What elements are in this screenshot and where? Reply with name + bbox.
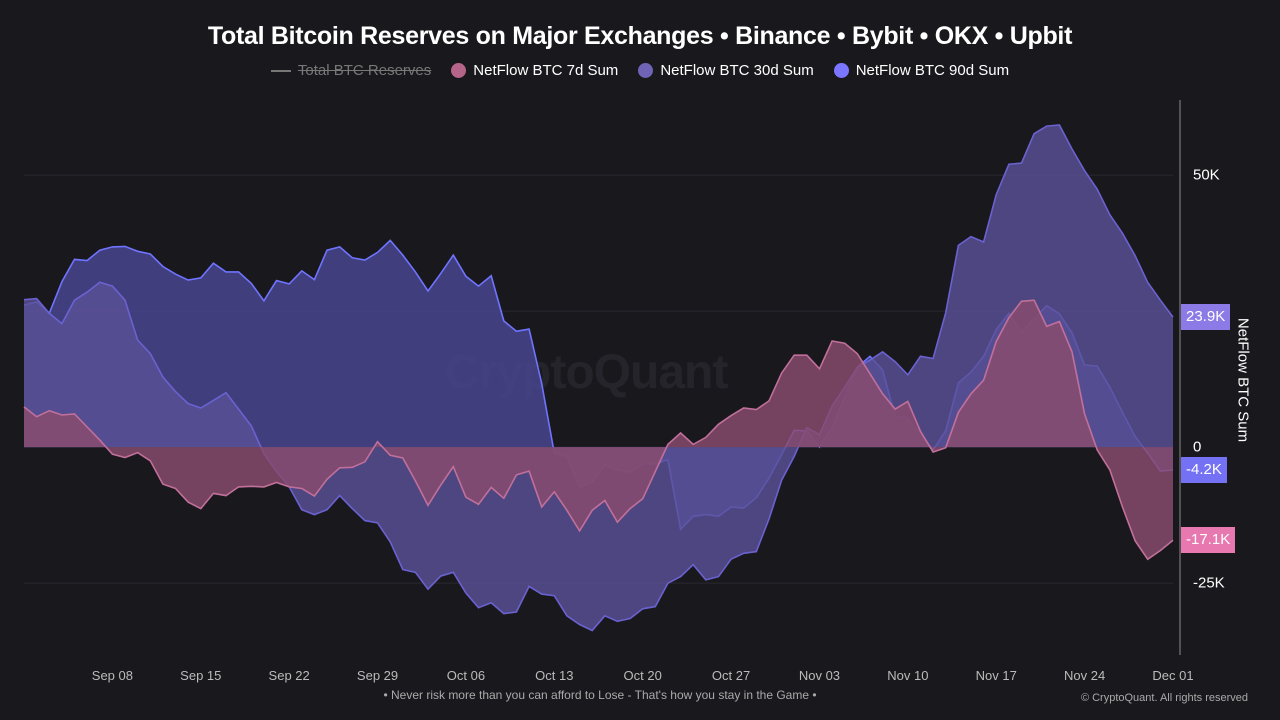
x-tick-label: Sep 08 <box>91 668 133 683</box>
legend-label: Total BTC Reserves <box>297 62 432 79</box>
x-tick-label: Oct 27 <box>711 668 751 683</box>
legend: Total BTC Reserves NetFlow BTC 7d Sum Ne… <box>0 62 1280 79</box>
legend-item-total-btc-reserves[interactable]: Total BTC Reserves <box>270 62 432 79</box>
x-tick-label: Sep 15 <box>180 668 222 683</box>
last-value-badge: 23.9K <box>1181 304 1231 331</box>
x-tick-label: Nov 03 <box>798 668 841 683</box>
last-value-badge: -17.1K <box>1181 527 1236 554</box>
legend-label: NetFlow BTC 90d Sum <box>855 62 1010 79</box>
x-tick-label: Oct 06 <box>446 668 486 683</box>
legend-item-netflow-90d[interactable]: NetFlow BTC 90d Sum <box>833 62 1010 79</box>
copyright: © CryptoQuant. All rights reserved <box>1080 692 1248 704</box>
last-value-badge: -4.2K <box>1181 457 1227 483</box>
y-axis-title: NetFlow BTC Sum <box>1234 317 1252 443</box>
x-tick-label: Sep 22 <box>268 668 310 683</box>
line-swatch-icon <box>270 69 291 72</box>
legend-item-netflow-30d[interactable]: NetFlow BTC 30d Sum <box>638 62 814 79</box>
netflow-btc-7d-sum-area <box>24 300 1173 560</box>
y-tick-label: 50K <box>1193 166 1220 184</box>
x-tick-label: Nov 24 <box>1064 668 1106 683</box>
chart-title: Total Bitcoin Reserves on Major Exchange… <box>207 22 1073 50</box>
x-tick-label: Dec 01 <box>1152 668 1194 683</box>
footer-disclaimer: • Never risk more than you can afford to… <box>383 688 817 702</box>
legend-item-netflow-7d[interactable]: NetFlow BTC 7d Sum <box>451 62 618 79</box>
x-tick-label: Nov 17 <box>975 668 1017 683</box>
netflow-btc-30d-sum-line <box>23 124 1174 632</box>
netflow-btc-90d-sum-area <box>24 240 1173 530</box>
x-tick-label: Nov 10 <box>887 668 929 683</box>
circle-swatch-icon <box>833 63 849 78</box>
y-tick-label: -25K <box>1193 574 1225 592</box>
x-tick-label: Sep 29 <box>356 668 399 683</box>
netflow-btc-7d-sum-line <box>23 299 1174 561</box>
circle-swatch-icon <box>638 63 654 78</box>
x-tick-label: Oct 20 <box>623 668 662 683</box>
legend-label: NetFlow BTC 30d Sum <box>660 62 814 79</box>
netflow-btc-30d-sum-area <box>24 125 1173 631</box>
legend-label: NetFlow BTC 7d Sum <box>473 62 619 79</box>
circle-swatch-icon <box>451 63 467 78</box>
x-tick-label: Oct 13 <box>535 668 574 683</box>
y-tick-label: 0 <box>1193 438 1202 456</box>
